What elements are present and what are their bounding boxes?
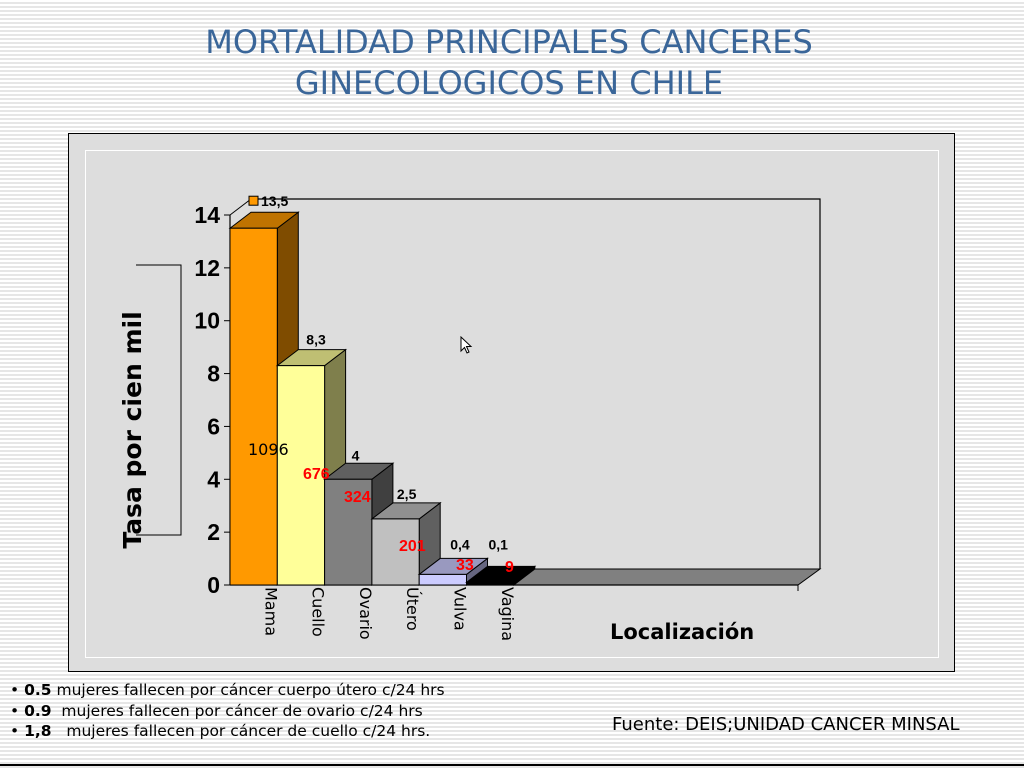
y-axis-label: Tasa por cien mil — [118, 311, 147, 548]
note-text: mujeres fallecen por cáncer de ovario c/… — [56, 701, 423, 720]
category-label: Útero — [403, 587, 422, 631]
bar-ovario — [324, 478, 373, 586]
death-count-label: 324 — [344, 489, 371, 506]
death-count-label: 201 — [399, 538, 426, 555]
y-tick-label: 10 — [194, 308, 220, 334]
note-text: mujeres fallecen por cáncer cuerpo útero… — [56, 681, 445, 699]
legend-marker — [248, 195, 259, 206]
category-label: Vulva — [451, 587, 470, 631]
category-label: Cuello — [309, 587, 328, 637]
title-line-2: GINECOLOGICOS EN CHILE — [294, 64, 724, 102]
title-line-1: MORTALIDAD PRINCIPALES CANCERES — [205, 23, 813, 61]
death-count-label: 1096 — [248, 440, 289, 459]
category-label: Ovario — [356, 587, 375, 640]
bar-mama — [229, 227, 278, 586]
bar-chart: 0 2 4 6 8 10 12 14 Tasa por cien mil 13,5 8,3 4 2,5 0… — [118, 193, 822, 644]
y-label-bracket — [136, 264, 182, 536]
note-item: • 0.9 mujeres fallecen por cáncer de ova… — [10, 701, 445, 722]
slide-title: MORTALIDAD PRINCIPALES CANCERES GINECOLO… — [0, 22, 1018, 104]
chart-inner-border — [85, 150, 939, 658]
bar-útero — [371, 518, 420, 586]
bottom-divider — [0, 764, 1024, 766]
bullet: • — [10, 681, 20, 699]
note-value: 1,8 — [24, 722, 52, 740]
value-label: 0,1 — [489, 536, 509, 552]
plot-back-wall — [251, 198, 821, 569]
bullet: • — [10, 722, 20, 740]
mouse-pointer-icon — [460, 336, 473, 354]
y-tick-label: 4 — [207, 466, 220, 492]
bullet: • — [10, 701, 20, 720]
y-tick-label: 8 — [207, 361, 220, 387]
death-count-label: 9 — [505, 559, 514, 576]
category-label: Vagina — [498, 587, 517, 641]
note-item: • 0.5 mujeres fallecen por cáncer cuerpo… — [10, 680, 445, 701]
bar-vagina — [466, 581, 515, 586]
notes-list: • 0.5 mujeres fallecen por cáncer cuerpo… — [10, 680, 445, 742]
bar-cuello — [276, 365, 326, 586]
y-tick-label: 6 — [207, 413, 220, 439]
note-value: 0.9 — [24, 701, 52, 720]
y-tick-label: 2 — [207, 519, 220, 545]
y-tick-label: 12 — [194, 255, 220, 281]
source-text: Fuente: DEIS;UNIDAD CANCER MINSAL — [612, 714, 960, 735]
y-tick-label: 14 — [194, 202, 220, 228]
value-label: 0,4 — [450, 536, 470, 552]
bar-vulva — [418, 573, 468, 586]
value-label: 8,3 — [306, 332, 326, 348]
plot-depth-edge — [229, 198, 252, 216]
note-value: 0.5 — [24, 681, 52, 699]
x-axis-label: Localización — [610, 620, 754, 644]
y-tick-label: 0 — [207, 572, 220, 598]
note-text: mujeres fallecen por cáncer de cuello c/… — [56, 722, 431, 740]
value-label: 2,5 — [397, 486, 417, 502]
death-count-label: 33 — [456, 557, 474, 574]
category-label: Mama — [261, 587, 280, 636]
note-item: • 1,8 mujeres fallecen por cáncer de cue… — [10, 721, 445, 742]
value-label: 4 — [352, 447, 360, 463]
death-count-label: 676 — [303, 466, 330, 483]
value-label: 13,5 — [261, 193, 288, 209]
